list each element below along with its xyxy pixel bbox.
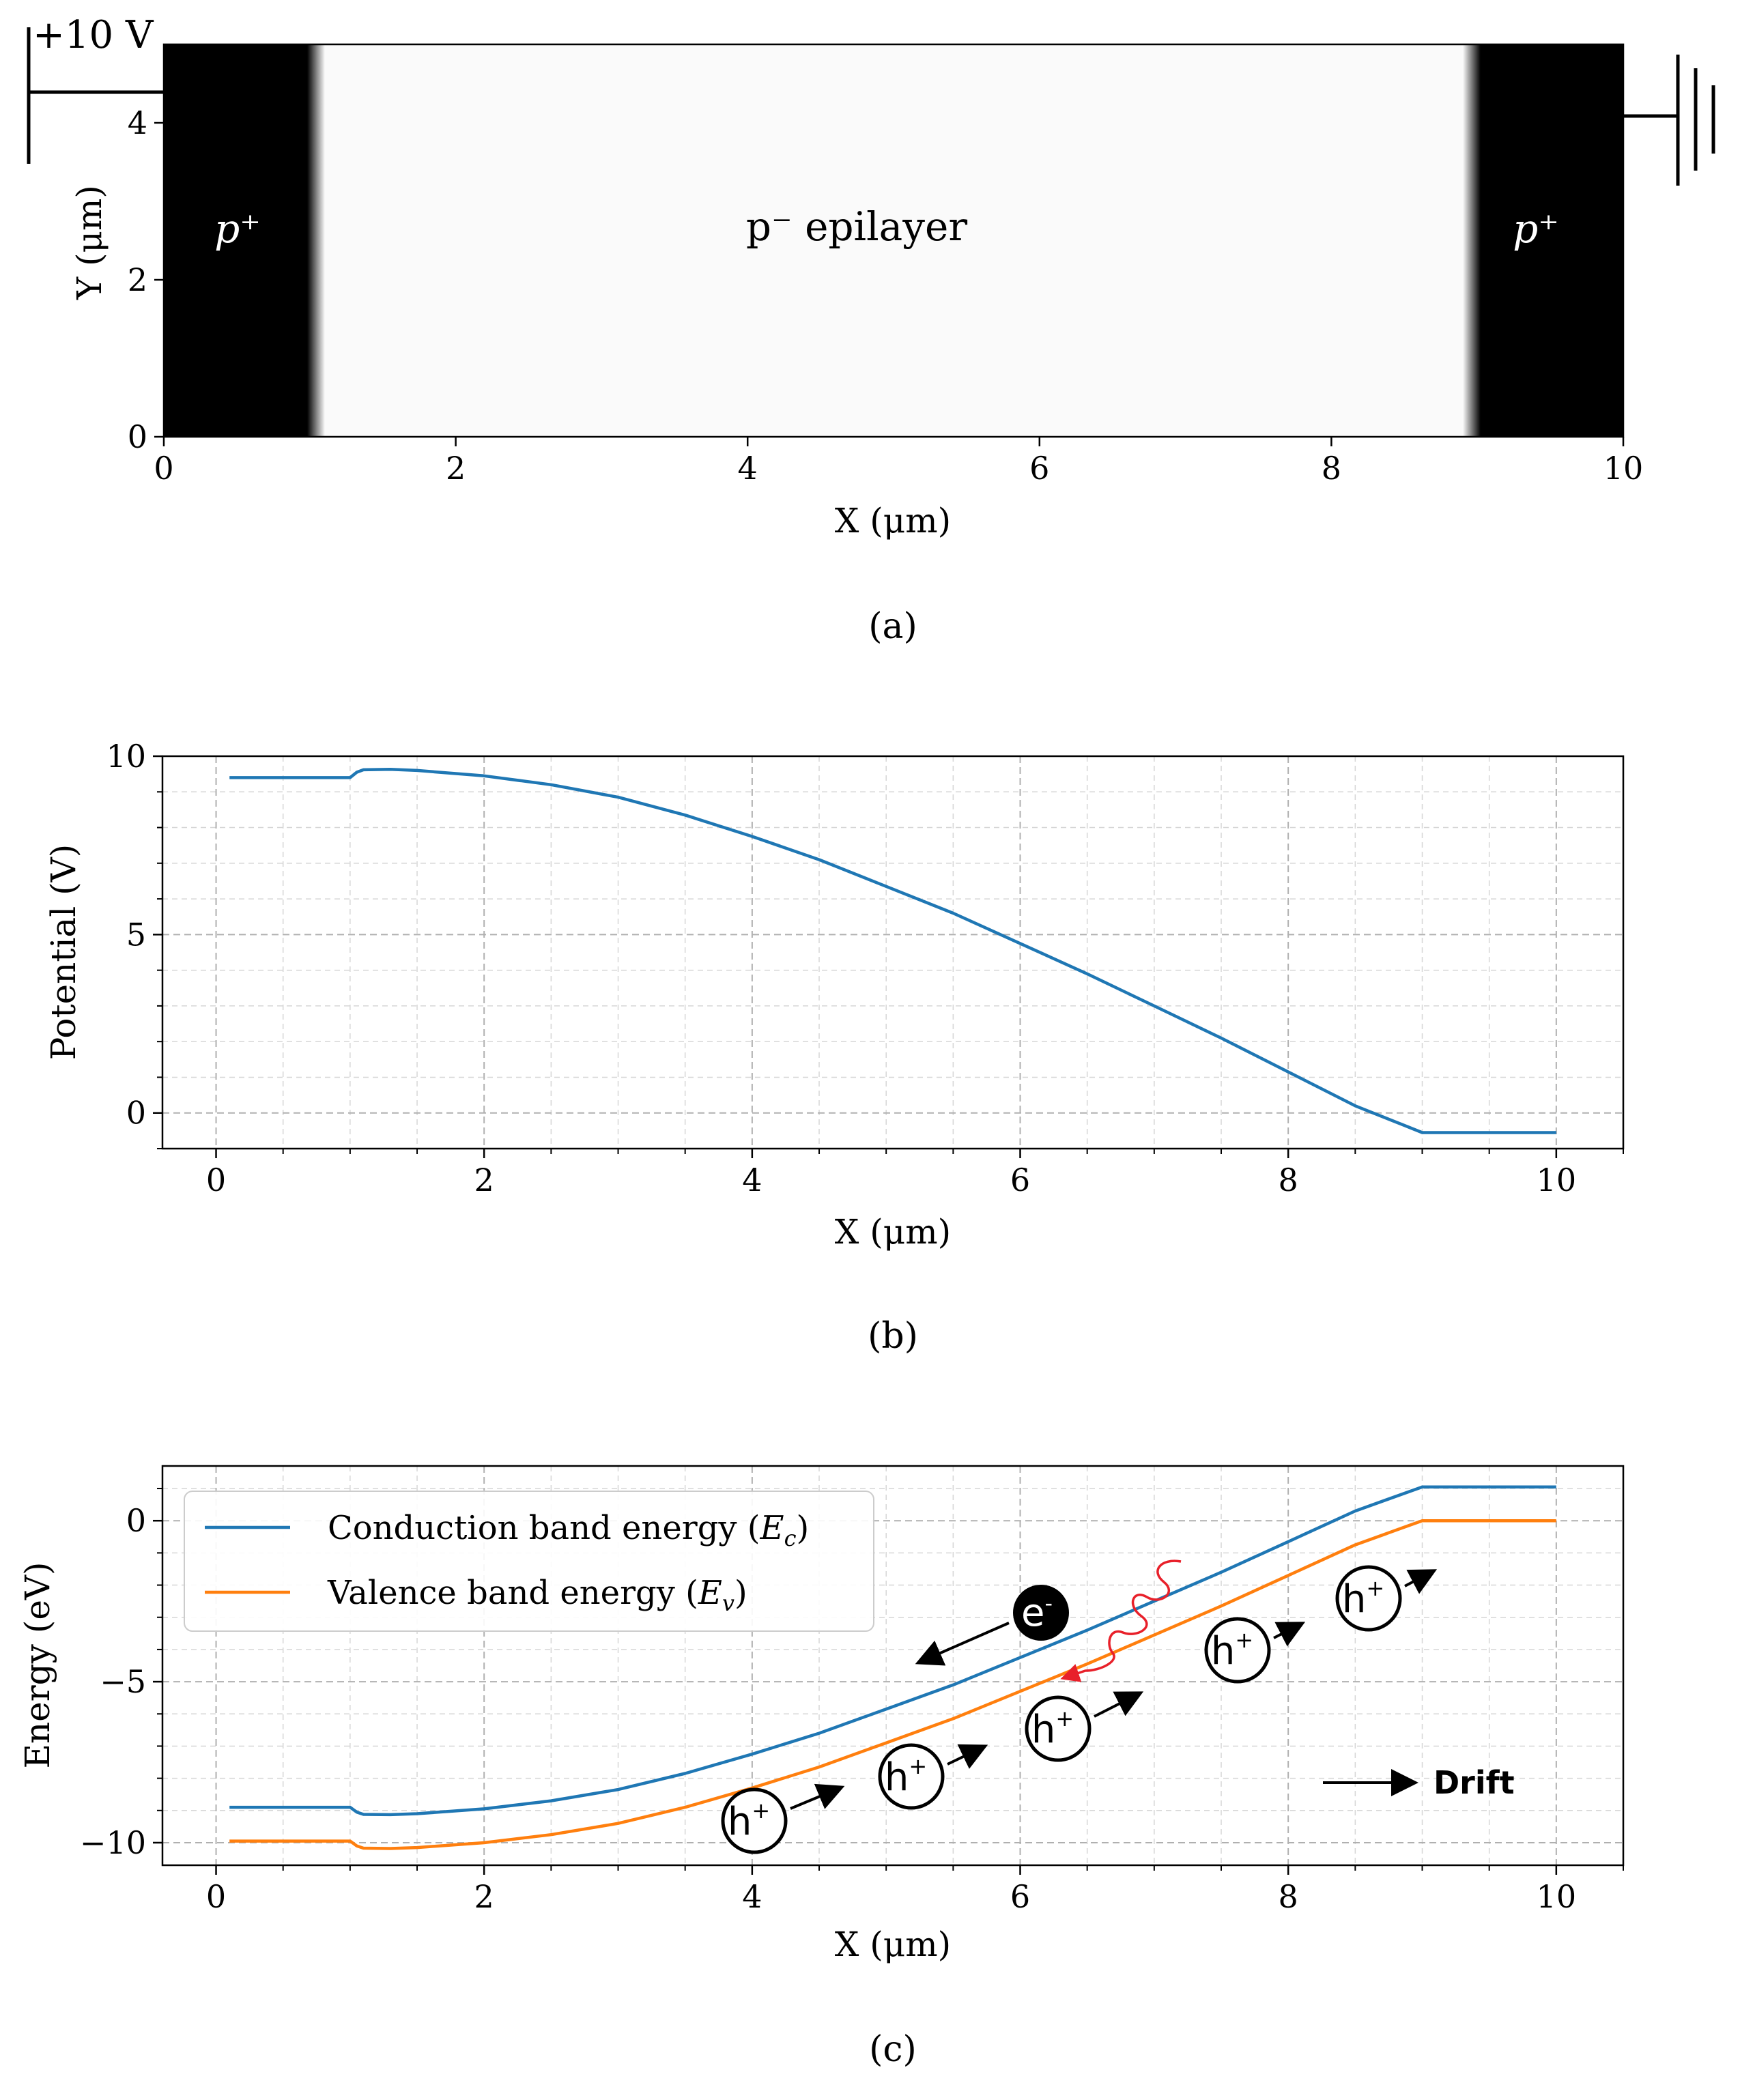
y-tick-label: 0 — [128, 418, 147, 455]
svg-text:h+: h+ — [1211, 1627, 1253, 1673]
hole-marker: h+ — [721, 1787, 788, 1854]
x-tick-label: 4 — [742, 1162, 762, 1198]
potential-x-axis-label: X (μm) — [835, 1212, 951, 1252]
caption-b: (b) — [868, 1316, 918, 1357]
hole-drift-arrow — [1404, 1569, 1438, 1594]
x-tick-label: 10 — [1603, 450, 1644, 487]
band-series — [229, 1485, 1556, 1850]
x-tick-label: 8 — [1279, 1878, 1298, 1915]
legend-box — [184, 1491, 874, 1632]
hole-drift-arrow — [1094, 1691, 1144, 1718]
series-line — [229, 1519, 1556, 1850]
y-tick-label: 10 — [106, 738, 146, 775]
device-y-axis-label: Y (μm) — [70, 185, 109, 300]
plot-frame — [162, 43, 1625, 438]
x-tick-label: 2 — [474, 1878, 494, 1915]
epilayer-region — [164, 44, 1623, 437]
device-x-axis-label: X (μm) — [835, 501, 951, 541]
x-tick-label: 0 — [154, 450, 173, 487]
svg-text:h+: h+ — [1031, 1706, 1074, 1752]
potential-series — [229, 768, 1556, 1134]
y-tick-label: −5 — [100, 1663, 146, 1700]
x-tick-label: 4 — [742, 1878, 762, 1915]
band-ticks: 0 2 4 6 8 10 0 −5 −10 — [80, 1488, 1624, 1915]
y-tick-label: 0 — [126, 1502, 146, 1539]
potential-y-axis-label: Potential (V) — [44, 844, 83, 1061]
x-tick-label: 10 — [1537, 1878, 1577, 1915]
potential-ticks: 0 2 4 6 8 10 0 5 10 — [106, 738, 1624, 1198]
series-line — [229, 768, 1556, 1134]
hole-drift-arrow — [947, 1744, 988, 1769]
x-tick-label: 6 — [1010, 1878, 1030, 1915]
band-annotations: e- h+ h+ h+ h+ — [721, 1559, 1515, 1854]
left-region-edge — [307, 44, 325, 437]
potential-plot: 0 2 4 6 8 10 0 5 10 X (μm) Potential (V) — [44, 738, 1625, 1252]
hole-marker: h+ — [1335, 1565, 1402, 1632]
hole-marker: h+ — [1204, 1617, 1271, 1684]
svg-text:h+: h+ — [885, 1753, 927, 1800]
svg-text:e-: e- — [1021, 1590, 1053, 1635]
band-plot-frame — [161, 1465, 1625, 1867]
x-tick-label: 6 — [1029, 450, 1049, 487]
y-tick-label: 2 — [128, 261, 147, 298]
bias-voltage-label: +10 V — [33, 13, 154, 57]
x-tick-label: 8 — [1322, 450, 1341, 487]
device-axes: 0 2 4 6 8 10 0 2 4 — [128, 104, 1644, 487]
electron-drift-arrow — [915, 1622, 1010, 1666]
x-tick-label: 6 — [1010, 1162, 1030, 1198]
band-energy-plot: 0 2 4 6 8 10 0 −5 −10 Conduction band energy (Ec… — [18, 1465, 1625, 1964]
electron-marker: e- — [1013, 1585, 1069, 1641]
x-tick-label: 2 — [446, 450, 466, 487]
band-x-axis-label: X (μm) — [835, 1925, 951, 1964]
device-regions — [162, 43, 1625, 438]
hole-marker: h+ — [878, 1743, 945, 1810]
epilayer-label: p⁻ epilayer — [746, 203, 967, 250]
legend-label-conduction: Conduction band energy (Ec) — [328, 1509, 809, 1551]
x-tick-label: 0 — [206, 1162, 226, 1198]
photon-icon — [1060, 1559, 1182, 1682]
x-tick-label: 2 — [474, 1162, 494, 1198]
drift-label: Drift — [1434, 1764, 1515, 1801]
potential-plot-frame — [161, 755, 1625, 1150]
y-tick-label: 5 — [126, 916, 146, 953]
svg-text:h+: h+ — [1342, 1575, 1384, 1622]
ground-icon — [1623, 55, 1715, 186]
caption-a: (a) — [868, 606, 917, 647]
hole-drift-arrow — [1273, 1622, 1306, 1647]
potential-grid — [162, 756, 1624, 1149]
svg-text:h+: h+ — [728, 1798, 770, 1844]
band-y-axis-label: Energy (eV) — [18, 1562, 57, 1768]
x-tick-label: 10 — [1537, 1162, 1577, 1198]
hole-marker: h+ — [1025, 1695, 1092, 1762]
right-region-label: p⁺ — [1513, 205, 1559, 252]
left-p-plus-region — [164, 44, 311, 437]
legend-label-valence: Valence band energy (Ev) — [327, 1574, 747, 1616]
y-tick-label: 4 — [128, 104, 147, 141]
bias-terminal: +10 V — [27, 13, 164, 164]
right-p-plus-region — [1478, 44, 1623, 437]
caption-c: (c) — [869, 2029, 917, 2070]
band-legend: Conduction band energy (Ec) Valence band… — [184, 1491, 874, 1632]
y-tick-label: −10 — [80, 1824, 146, 1861]
x-tick-label: 8 — [1279, 1162, 1298, 1198]
series-line — [229, 1485, 1556, 1817]
y-tick-label: 0 — [126, 1095, 146, 1132]
right-region-edge — [1463, 44, 1481, 437]
device-cross-section: 0 2 4 6 8 10 0 2 4 p⁺ p⁺ p⁻ epilayer X (μm) Y (μ… — [27, 13, 1715, 541]
x-tick-label: 4 — [738, 450, 758, 487]
left-region-label: p⁺ — [214, 205, 261, 252]
hole-drift-arrow — [790, 1783, 845, 1810]
x-tick-label: 0 — [206, 1878, 226, 1915]
